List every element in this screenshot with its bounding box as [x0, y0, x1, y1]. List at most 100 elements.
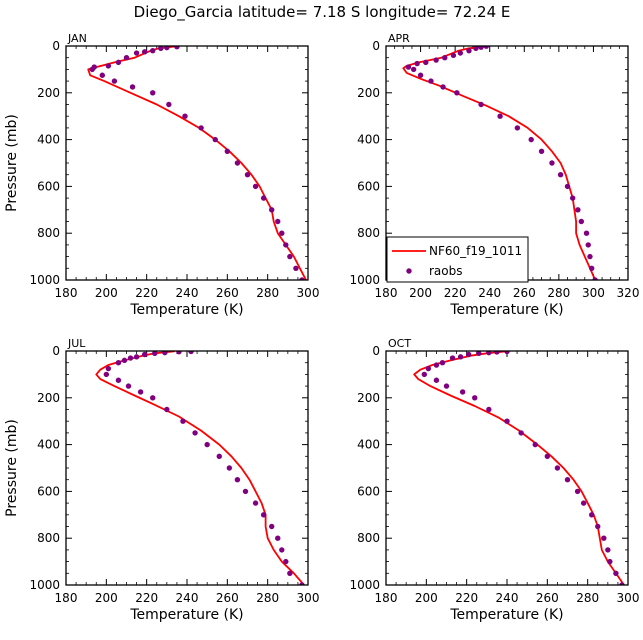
- raob-point: [299, 582, 305, 585]
- raob-point: [538, 148, 545, 154]
- raob-point: [115, 377, 122, 383]
- legend-obs-swatch: [406, 268, 412, 274]
- raob-point: [234, 477, 241, 483]
- raob-point: [433, 57, 439, 63]
- raob-point: [473, 46, 479, 52]
- raob-point: [421, 371, 428, 378]
- raob-point: [457, 354, 464, 360]
- y-tick-label: 1000: [349, 578, 380, 592]
- y-tick-label: 400: [357, 438, 380, 452]
- raob-point: [242, 488, 249, 495]
- y-tick-label: 200: [357, 86, 380, 100]
- raob-point: [216, 453, 222, 459]
- raob-point: [601, 535, 607, 541]
- raob-point: [125, 383, 132, 389]
- x-tick-label: 280: [547, 286, 570, 300]
- y-tick-label: 600: [357, 484, 380, 498]
- raob-point: [180, 418, 186, 424]
- raob-point: [176, 351, 182, 355]
- x-tick-label: 300: [297, 591, 320, 605]
- raob-point: [433, 362, 440, 368]
- x-tick-label: 200: [409, 286, 432, 300]
- panel-jul: JUL 180 200 220 240 260 280 300 0 200 400 600 800 100…: [4, 337, 319, 623]
- raob-point: [260, 512, 267, 518]
- x-tick-label: 200: [95, 286, 118, 300]
- raob-point: [619, 582, 625, 585]
- raob-point: [528, 136, 534, 143]
- raob-point: [269, 207, 275, 213]
- raob-point: [115, 59, 122, 66]
- x-tick-label: 280: [256, 591, 279, 605]
- raob-point: [583, 230, 590, 236]
- x-tick-label: 300: [617, 591, 640, 605]
- y-tick-label: 800: [37, 226, 60, 240]
- y-tick-label: 400: [357, 133, 380, 147]
- raob-point: [443, 383, 450, 389]
- raob-point: [466, 47, 472, 54]
- raob-point: [279, 547, 285, 553]
- raob-point: [141, 49, 148, 55]
- raob-point: [279, 230, 285, 236]
- raob-point: [587, 253, 593, 260]
- raob-point: [486, 406, 492, 413]
- raob-point: [575, 207, 581, 213]
- y-tick-label: 0: [372, 39, 380, 53]
- raob-point: [283, 242, 289, 248]
- y-tick-label: 0: [372, 344, 380, 358]
- y-tick-label: 200: [37, 86, 60, 100]
- y-tick-label: 1000: [29, 273, 60, 287]
- raob-point: [574, 488, 581, 495]
- raob-point: [564, 183, 571, 190]
- raob-point: [287, 570, 293, 576]
- raob-point: [198, 125, 204, 131]
- raob-point: [192, 430, 198, 436]
- x-tick-label: 240: [478, 286, 501, 300]
- x-tick-label: 180: [55, 591, 78, 605]
- raob-point: [425, 365, 432, 372]
- x-tick-label: 200: [415, 591, 438, 605]
- x-tick-label: 220: [444, 286, 467, 300]
- raob-point: [589, 265, 595, 271]
- raob-point: [188, 351, 194, 355]
- raob-point: [166, 101, 172, 108]
- raob-point: [152, 351, 158, 357]
- raob-point: [123, 55, 130, 61]
- x-tick-label: 240: [496, 591, 519, 605]
- panel-frame: [385, 350, 629, 586]
- raob-point: [260, 195, 267, 201]
- y-tick-label: 200: [37, 391, 60, 405]
- y-tick-label: 600: [37, 179, 60, 193]
- raob-point: [497, 113, 503, 119]
- y-tick-label: 800: [357, 531, 380, 545]
- raob-point: [428, 78, 434, 84]
- raob-point: [174, 46, 180, 50]
- raob-point: [569, 195, 576, 201]
- raob-point: [283, 558, 289, 565]
- panel-oct: OCT 180 200 220 240 260 280 300 0 200 400 600 800 100…: [349, 337, 639, 623]
- raob-point: [275, 535, 281, 541]
- raob-point: [164, 46, 170, 51]
- plot-area: [413, 351, 625, 585]
- raob-point: [607, 558, 613, 565]
- x-axis-label: Temperature (K): [449, 607, 563, 623]
- x-tick-label: 220: [455, 591, 478, 605]
- raob-point: [204, 441, 210, 448]
- x-tick-label: 180: [375, 286, 398, 300]
- raob-point: [589, 512, 595, 518]
- raob-point: [494, 351, 500, 355]
- panel-title: APR: [388, 32, 410, 45]
- panel-frame: [65, 350, 309, 586]
- y-axis-label: Pressure (mb): [4, 114, 20, 212]
- y-tick-label: 200: [357, 391, 380, 405]
- raob-point: [578, 218, 585, 225]
- raob-point: [580, 500, 587, 506]
- legend-obs-label: raobs: [429, 264, 463, 278]
- raob-point: [544, 453, 551, 459]
- x-tick-label: 260: [216, 591, 239, 605]
- raob-point: [121, 357, 128, 364]
- y-tick-label: 800: [37, 531, 60, 545]
- raob-point: [150, 47, 156, 54]
- raob-point: [158, 46, 164, 52]
- raob-point: [182, 113, 188, 119]
